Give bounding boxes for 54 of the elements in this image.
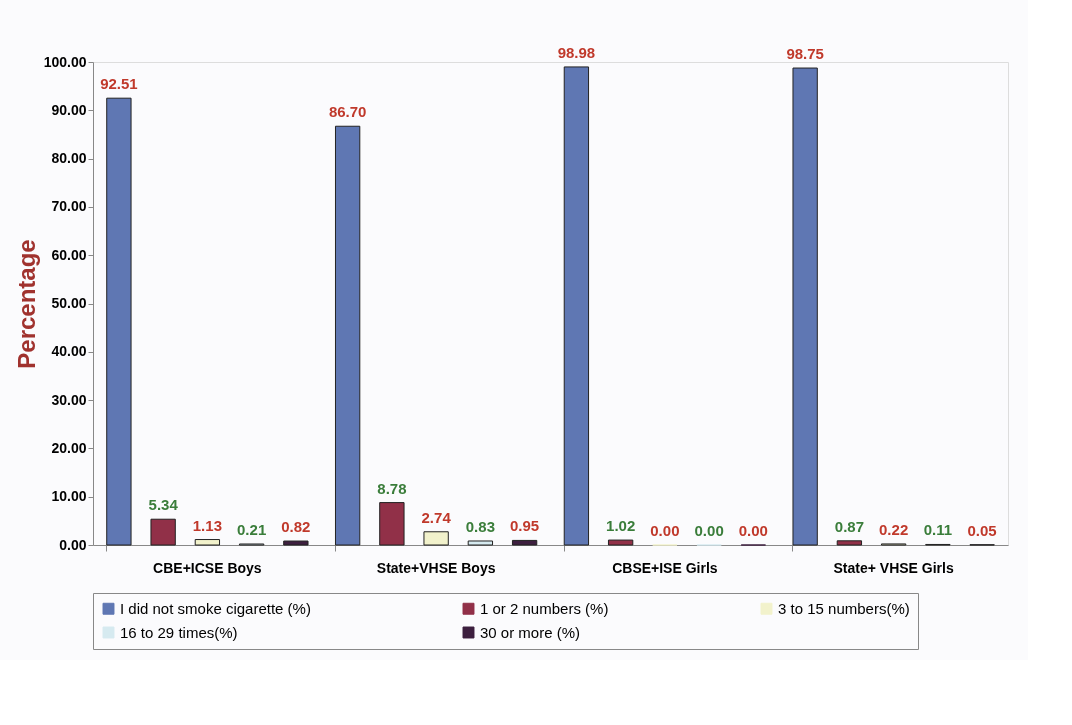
legend-label: 1 or 2 numbers (%): [480, 599, 609, 617]
bar: [106, 97, 132, 546]
x-tick-label: State+ VHSE Girls: [833, 559, 954, 576]
data-label: 0.00: [738, 522, 768, 539]
data-label: 98.75: [786, 45, 824, 63]
y-tick-label: 90.00: [51, 101, 87, 118]
y-tick-label: 70.00: [51, 198, 87, 215]
data-label: 0.11: [923, 521, 953, 539]
bar: [379, 502, 405, 546]
y-tick-label: 40.00: [51, 343, 87, 360]
y-tick-label: 30.00: [51, 391, 87, 408]
bar: [511, 539, 538, 546]
data-label: 8.78: [377, 479, 407, 497]
data-label: 1.13: [192, 516, 222, 534]
data-label: 86.70: [328, 103, 367, 121]
data-label: 0.05: [967, 521, 997, 539]
data-label: 92.51: [100, 75, 138, 93]
legend-label: I did not smoke cigarette (%): [120, 599, 311, 617]
bar: [563, 66, 590, 546]
bar: [792, 67, 818, 546]
legend-label: 30 or more (%): [480, 623, 581, 641]
data-label: 0.21: [237, 520, 267, 538]
y-axis-title: Percentage: [12, 239, 40, 369]
bar: [607, 539, 634, 546]
data-label: 5.34: [148, 496, 179, 514]
data-label: 0.95: [510, 517, 540, 535]
y-tick-label: 0.00: [59, 536, 87, 553]
x-tick-label: CBE+ICSE Boys: [153, 559, 262, 576]
data-label: 1.02: [606, 517, 636, 535]
y-tick-label: 80.00: [51, 150, 87, 167]
bar: [467, 540, 494, 546]
data-label: 0.82: [281, 518, 311, 536]
data-label: 0.87: [834, 517, 864, 535]
y-tick-label: 10.00: [51, 488, 87, 505]
data-label: 0.22: [879, 520, 909, 538]
legend-label: 3 to 15 numbers(%): [778, 599, 910, 617]
data-label: 0.00: [650, 522, 680, 539]
y-tick-label: 100.00: [43, 53, 87, 70]
bar: [836, 540, 863, 546]
x-tick-label: CBSE+ISE Girls: [612, 559, 718, 576]
data-label: 0.00: [694, 522, 724, 539]
bar: [194, 539, 221, 546]
data-label: 0.83: [465, 517, 495, 535]
bar: [334, 125, 361, 546]
legend-label: 16 to 29 times(%): [120, 623, 238, 641]
y-tick-label: 50.00: [51, 295, 87, 311]
bar: [150, 518, 176, 546]
bar: [283, 540, 309, 546]
data-label: 2.74: [421, 508, 452, 526]
x-tick-label: State+VHSE Boys: [376, 559, 496, 576]
bar: [423, 531, 449, 546]
y-tick-label: 60.00: [51, 246, 87, 263]
y-tick-label: 20.00: [51, 439, 87, 456]
data-label: 98.98: [557, 43, 596, 61]
